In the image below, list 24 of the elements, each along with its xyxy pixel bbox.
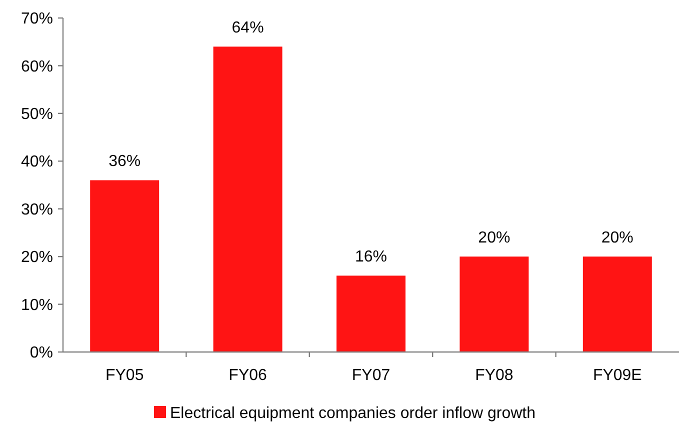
x-tick-label: FY08 xyxy=(475,367,514,384)
x-tick-label: FY06 xyxy=(228,367,268,384)
x-tick-label: FY07 xyxy=(352,367,390,384)
y-tick-label: 40% xyxy=(20,154,53,171)
data-label: 16% xyxy=(354,248,388,266)
data-label: 36% xyxy=(108,153,141,170)
y-tick-label: 0% xyxy=(30,344,53,362)
y-tick-label: 60% xyxy=(20,58,53,76)
bar xyxy=(460,256,529,352)
data-label: 20% xyxy=(601,230,634,247)
y-tick-label: 30% xyxy=(20,201,53,218)
y-tick-label: 20% xyxy=(20,249,53,266)
bar xyxy=(336,276,406,352)
data-label: 64% xyxy=(232,20,264,37)
y-tick-label: 10% xyxy=(20,296,53,314)
data-label: 20% xyxy=(478,230,510,247)
bar xyxy=(213,46,282,352)
legend-label: Electrical equipment companies order inflow growth xyxy=(170,405,536,422)
bar xyxy=(90,180,160,352)
x-tick-label: FY09E xyxy=(592,367,642,384)
bar xyxy=(582,256,652,352)
x-tick-label: FY05 xyxy=(105,367,144,384)
y-tick-label: 70% xyxy=(20,10,53,28)
y-tick-label: 50% xyxy=(20,106,53,124)
